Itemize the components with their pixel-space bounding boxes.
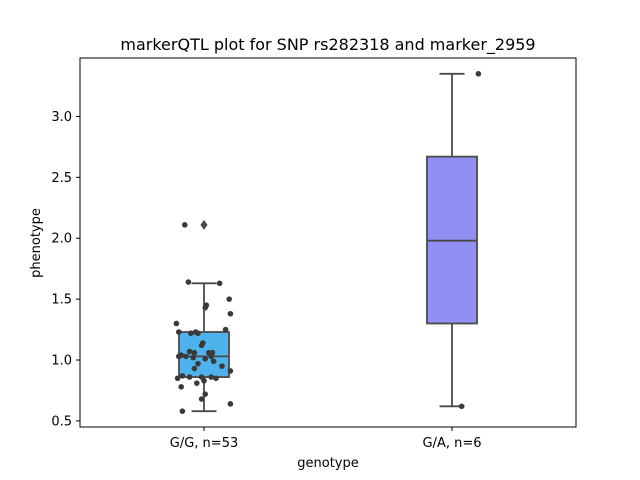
data-point xyxy=(208,353,214,360)
data-point xyxy=(173,320,180,327)
data-point xyxy=(222,326,229,333)
outlier-marker xyxy=(200,219,208,230)
box-layer xyxy=(178,72,478,413)
point-layer xyxy=(173,71,482,414)
data-point xyxy=(195,360,201,367)
data-point xyxy=(191,365,198,372)
data-point xyxy=(475,71,482,77)
y-tick-label: 3.0 xyxy=(51,110,72,125)
data-point xyxy=(227,310,234,317)
data-point xyxy=(176,329,182,335)
y-tick-label: 1.0 xyxy=(51,354,72,369)
data-point xyxy=(174,375,181,382)
data-point xyxy=(182,222,188,228)
x-axis-label: genotype xyxy=(297,456,358,471)
data-point xyxy=(202,391,208,397)
chart-title: markerQTL plot for SNP rs282318 and mark… xyxy=(120,35,535,55)
data-point xyxy=(179,408,186,414)
data-point xyxy=(201,377,207,384)
data-point xyxy=(227,401,234,407)
data-point xyxy=(208,374,214,380)
x-tick-label: G/A, n=6 xyxy=(422,436,481,451)
x-tick-label: G/G, n=53 xyxy=(170,436,238,451)
data-point xyxy=(178,352,184,358)
plot-area xyxy=(79,57,577,428)
box-ga xyxy=(426,72,478,408)
data-point xyxy=(186,348,193,355)
data-point xyxy=(185,279,192,285)
data-point xyxy=(226,296,232,302)
data-point xyxy=(190,354,196,361)
y-tick-label: 1.5 xyxy=(51,293,72,308)
data-point xyxy=(179,373,186,379)
data-point xyxy=(213,375,219,382)
data-point xyxy=(191,349,198,356)
data-point xyxy=(210,358,217,365)
data-point xyxy=(198,342,205,349)
data-point xyxy=(216,280,223,287)
data-point xyxy=(194,380,200,386)
y-axis-label: phenotype xyxy=(29,208,44,278)
data-point xyxy=(195,330,201,337)
data-point xyxy=(188,330,194,337)
data-point xyxy=(178,384,184,390)
data-point xyxy=(202,304,208,311)
x-axis: G/G, n=53 G/A, n=6 xyxy=(170,427,482,451)
data-point xyxy=(458,403,465,410)
data-point xyxy=(186,374,193,380)
data-point xyxy=(198,396,205,402)
y-axis: 0.5 1.0 1.5 2.0 2.5 3.0 xyxy=(51,110,80,429)
y-tick-label: 2.5 xyxy=(51,171,72,186)
y-tick-label: 0.5 xyxy=(51,414,72,429)
y-tick-label: 2.0 xyxy=(51,232,72,247)
data-point xyxy=(219,363,225,369)
data-point xyxy=(227,368,234,374)
data-point xyxy=(202,356,208,362)
data-point xyxy=(183,353,189,360)
